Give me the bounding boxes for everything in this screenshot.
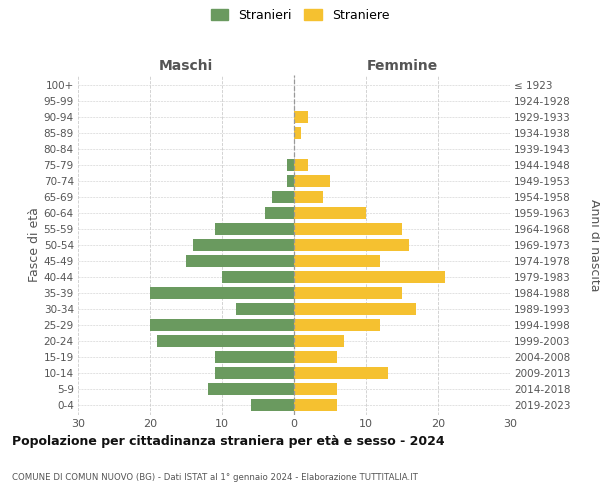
Bar (294, 126, 301, 138)
Bar (294, 384, 337, 396)
Text: Maschi: Maschi (159, 60, 213, 74)
Bar (265, 207, 294, 219)
Legend: Stranieri, Straniere: Stranieri, Straniere (208, 6, 392, 24)
Bar (294, 303, 416, 315)
Bar (294, 239, 409, 251)
Bar (294, 175, 330, 187)
Bar (287, 175, 294, 187)
Bar (186, 255, 294, 267)
Bar (272, 191, 294, 203)
Bar (294, 287, 402, 299)
Bar (294, 191, 323, 203)
Bar (215, 223, 294, 235)
Bar (215, 351, 294, 364)
Bar (287, 159, 294, 171)
Bar (157, 335, 294, 347)
Bar (294, 255, 380, 267)
Bar (150, 319, 294, 331)
Bar (294, 223, 402, 235)
Bar (294, 271, 445, 283)
Bar (222, 271, 294, 283)
Text: COMUNE DI COMUN NUOVO (BG) - Dati ISTAT al 1° gennaio 2024 - Elaborazione TUTTIT: COMUNE DI COMUN NUOVO (BG) - Dati ISTAT … (12, 472, 418, 482)
Bar (208, 384, 294, 396)
Bar (193, 239, 294, 251)
Bar (215, 368, 294, 380)
Y-axis label: Fasce di età: Fasce di età (28, 208, 41, 282)
Bar (236, 303, 294, 315)
Bar (294, 351, 337, 364)
Text: Femmine: Femmine (367, 60, 437, 74)
Text: Popolazione per cittadinanza straniera per età e sesso - 2024: Popolazione per cittadinanza straniera p… (12, 435, 445, 448)
Bar (294, 110, 308, 122)
Bar (294, 159, 308, 171)
Bar (251, 400, 294, 411)
Bar (294, 368, 388, 380)
Bar (150, 287, 294, 299)
Bar (294, 207, 366, 219)
Y-axis label: Anni di nascita: Anni di nascita (587, 198, 600, 291)
Bar (294, 319, 380, 331)
Bar (294, 335, 344, 347)
Bar (294, 400, 337, 411)
